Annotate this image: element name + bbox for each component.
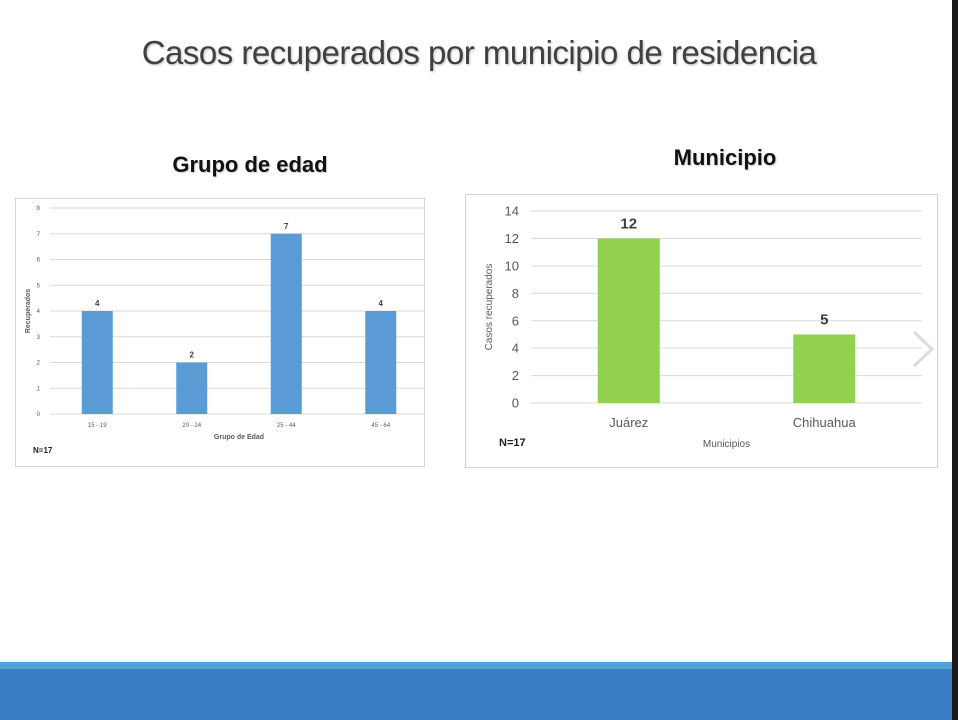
bar (270, 233, 302, 414)
y-tick-label: 6 (37, 258, 41, 264)
y-tick-label: 0 (37, 412, 41, 418)
y-tick-label: 7 (37, 232, 41, 238)
x-tick-label: 25 - 44 (277, 423, 296, 429)
y-axis-title: Recuperados (25, 289, 32, 333)
data-label: 4 (379, 299, 384, 308)
data-label: 7 (284, 222, 289, 231)
data-label: 4 (95, 299, 100, 308)
footer-band (0, 669, 952, 720)
y-tick-label: 1 (37, 386, 41, 392)
footer-stripe (0, 662, 952, 669)
y-tick-label: 8 (512, 286, 519, 301)
y-tick-label: 2 (512, 368, 519, 383)
sample-size-note: N=17 (499, 437, 526, 449)
x-axis-title: Municipios (703, 439, 750, 450)
municipality-chart: 0 2 4 6 8 10 12 14 12 Juárez 5 Chihuahua Municipios C… (465, 194, 938, 468)
bar (365, 311, 397, 414)
x-tick-label: Juárez (609, 415, 648, 430)
y-tick-label: 3 (37, 335, 41, 341)
y-tick-label: 2 (37, 361, 41, 367)
window-edge (952, 0, 958, 720)
y-tick-label: 5 (37, 283, 41, 289)
age-group-chart: 0 1 2 3 4 5 6 7 8 4 15 - 19 2 20 - 24 7 25 - 44 4 45 - 6… (15, 198, 425, 467)
data-label: 5 (820, 311, 828, 328)
sample-size-note: N=17 (33, 446, 53, 455)
y-tick-label: 4 (512, 341, 519, 356)
bar (597, 238, 660, 403)
y-tick-label: 6 (512, 313, 519, 328)
data-label: 2 (190, 351, 195, 360)
bar (793, 334, 856, 403)
x-tick-label: 15 - 19 (88, 423, 107, 429)
municipality-chart-title: Municipio (673, 145, 777, 170)
x-tick-label: Chihuahua (793, 415, 857, 430)
data-label: 12 (620, 215, 637, 232)
age-group-chart-svg: 0 1 2 3 4 5 6 7 8 4 15 - 19 2 20 - 24 7 25 - 44 4 45 - 6… (25, 206, 424, 455)
x-axis-title: Grupo de Edad (214, 434, 264, 441)
age-group-chart-title: Grupo de edad (172, 152, 328, 177)
y-axis-title: Casos recuperados (484, 264, 495, 351)
y-tick-label: 12 (505, 231, 519, 246)
y-tick-label: 4 (37, 309, 41, 315)
bar (81, 311, 113, 414)
y-tick-label: 10 (505, 258, 519, 273)
slide-title: Casos recuperados por municipio de resid… (141, 34, 817, 71)
municipality-chart-svg: 0 2 4 6 8 10 12 14 12 Juárez 5 Chihuahua Municipios C… (484, 204, 922, 450)
y-tick-label: 8 (37, 206, 41, 212)
chevron-right-icon[interactable] (908, 328, 936, 370)
x-tick-label: 45 - 64 (371, 423, 390, 429)
x-tick-label: 20 - 24 (182, 423, 201, 429)
y-tick-label: 14 (505, 204, 519, 219)
bar (176, 362, 208, 414)
y-tick-label: 0 (512, 396, 519, 411)
